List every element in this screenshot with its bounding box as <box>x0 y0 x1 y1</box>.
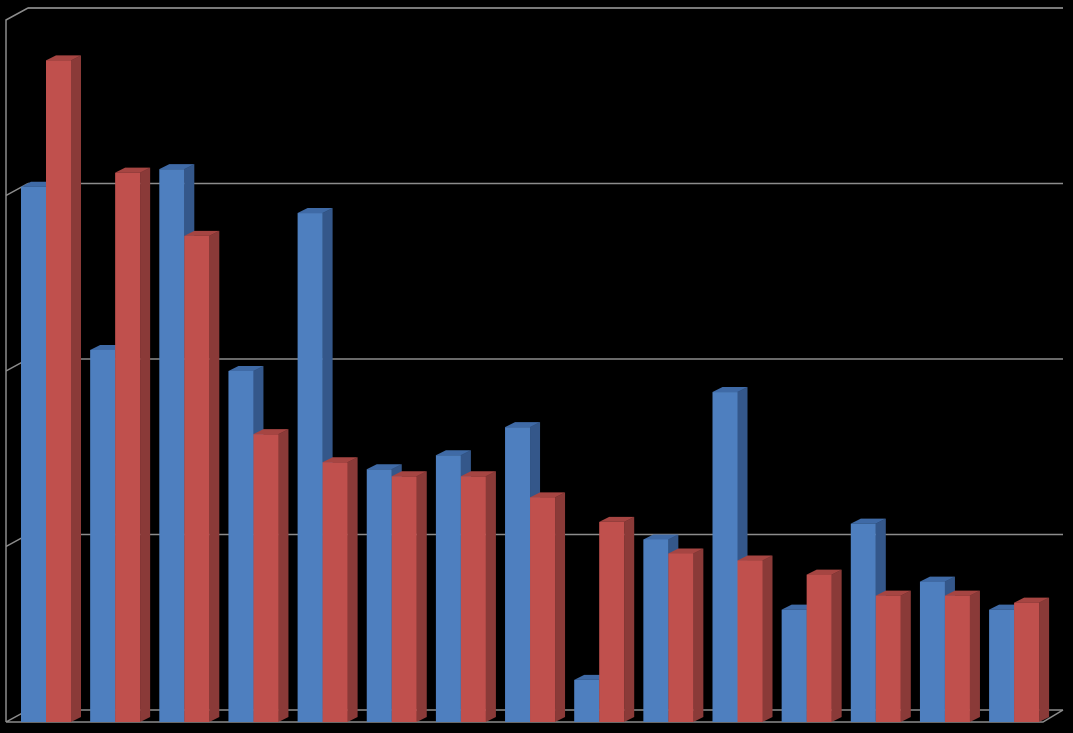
chart-floor <box>6 709 1064 723</box>
chart-bars <box>21 55 1050 723</box>
bar-s2-c4 <box>253 429 289 722</box>
bar-s2-c10 <box>668 548 704 722</box>
bar-s2-c9 <box>599 516 635 722</box>
bar-s2-c7 <box>460 471 496 722</box>
gridline-depth <box>5 7 29 21</box>
bar-s2-c13 <box>875 590 911 722</box>
bar-s2-c3 <box>184 230 220 723</box>
bar-s2-c15 <box>1014 597 1050 722</box>
bar-s2-c8 <box>530 492 566 722</box>
bar-s2-c14 <box>944 590 980 722</box>
bar-s2-c2 <box>115 167 151 722</box>
bar-s2-c6 <box>391 471 427 722</box>
bar-s2-c1 <box>46 55 81 723</box>
bar-s2-c12 <box>806 569 842 722</box>
bar-s2-c5 <box>322 457 358 722</box>
bar-s2-c11 <box>737 555 773 722</box>
